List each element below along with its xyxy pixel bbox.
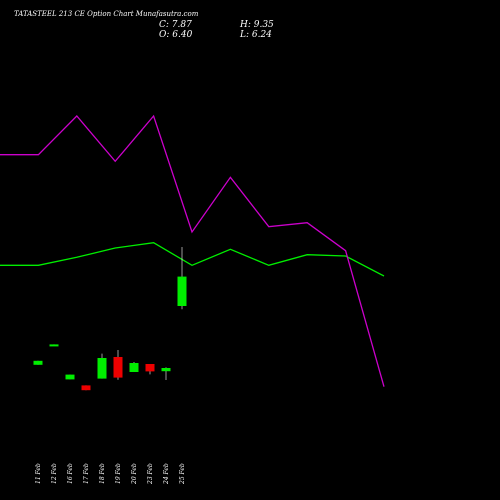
x-tick-label: 11 Feb	[35, 463, 42, 484]
close-value: C: 7.87	[159, 20, 192, 30]
x-tick-label: 24 Feb	[163, 463, 170, 485]
high-value: H: 9.35	[239, 20, 274, 30]
candle-body	[113, 357, 123, 378]
candle-body	[65, 374, 75, 380]
candle-body	[81, 385, 91, 391]
x-tick-label: 18 Feb	[99, 463, 106, 484]
x-tick-label: 17 Feb	[83, 463, 90, 484]
candle-body	[161, 368, 171, 372]
candle-body	[129, 363, 139, 372]
candle-body	[49, 344, 59, 347]
x-tick-label: 25 Feb	[179, 463, 186, 485]
x-tick-label: 23 Feb	[147, 463, 154, 485]
indicator-lines	[0, 114, 385, 387]
candlestick-series	[33, 247, 187, 391]
lower-indicator-line	[0, 114, 385, 387]
chart-title: TATASTEEL 213 CE Option Chart Munafasutr…	[14, 10, 199, 18]
x-tick-label: 16 Feb	[67, 463, 74, 484]
x-axis-tick-labels: 11 Feb 12 Feb 16 Feb 17 Feb 18 Feb 19 Feb 20 F…	[35, 463, 186, 485]
candle-body	[177, 276, 187, 306]
low-value: L: 6.24	[239, 30, 272, 40]
x-tick-label: 19 Feb	[115, 463, 122, 484]
x-tick-label: 12 Feb	[51, 463, 58, 484]
candle-body	[145, 364, 155, 372]
x-tick-label: 20 Feb	[131, 463, 138, 485]
upper-indicator-line	[0, 242, 385, 277]
candle-body	[97, 358, 107, 379]
open-value: O: 6.40	[159, 30, 193, 40]
candle-body	[33, 360, 43, 365]
